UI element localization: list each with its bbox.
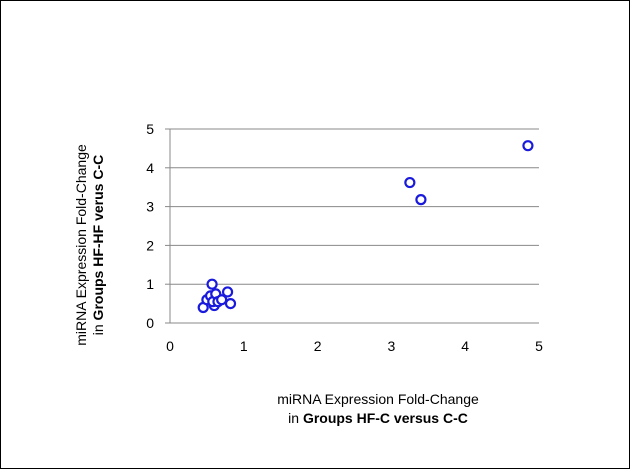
y-axis-title-line1: miRNA Expression Fold-Change — [73, 144, 89, 346]
x-axis-title-prefix: in — [288, 410, 303, 426]
data-point-11 — [224, 298, 237, 310]
x-tick-label-1: 1 — [240, 338, 248, 354]
data-point-14 — [522, 140, 534, 152]
x-axis-title-line2: in Groups HF-C versus C-C — [288, 410, 468, 426]
data-point-4 — [206, 278, 218, 290]
gridlines — [170, 128, 539, 285]
y-tick-label-2: 2 — [146, 237, 154, 253]
y-axis-title-bold: Groups HF-HF verus C-C — [90, 155, 106, 321]
x-axis-title-bold: Groups HF-C versus C-C — [303, 410, 468, 426]
data-point-13 — [415, 194, 427, 206]
x-tick-label-3: 3 — [388, 338, 396, 354]
axes — [165, 128, 539, 324]
y-axis-title-prefix: in — [90, 320, 106, 335]
data-point-9 — [216, 294, 228, 306]
x-tick-label-5: 5 — [535, 338, 543, 354]
data-points — [197, 140, 534, 314]
y-axis-title-line2: in Groups HF-HF verus C-C — [90, 155, 106, 335]
data-point-10 — [221, 286, 234, 298]
x-axis-title-line1: miRNA Expression Fold-Change — [277, 391, 479, 407]
y-tick-label-5: 5 — [146, 121, 154, 137]
x-tick-label-0: 0 — [166, 338, 174, 354]
y-tick-label-0: 0 — [146, 315, 154, 331]
y-tick-label-3: 3 — [146, 199, 154, 215]
x-tick-label-4: 4 — [461, 338, 469, 354]
y-tick-labels: 0 1 2 3 4 5 — [146, 121, 154, 331]
y-tick-label-4: 4 — [146, 160, 154, 176]
x-tick-label-2: 2 — [314, 338, 322, 354]
y-tick-label-1: 1 — [146, 276, 154, 292]
x-tick-labels: 0 1 2 3 4 5 — [166, 338, 543, 354]
data-point-12 — [404, 176, 416, 189]
